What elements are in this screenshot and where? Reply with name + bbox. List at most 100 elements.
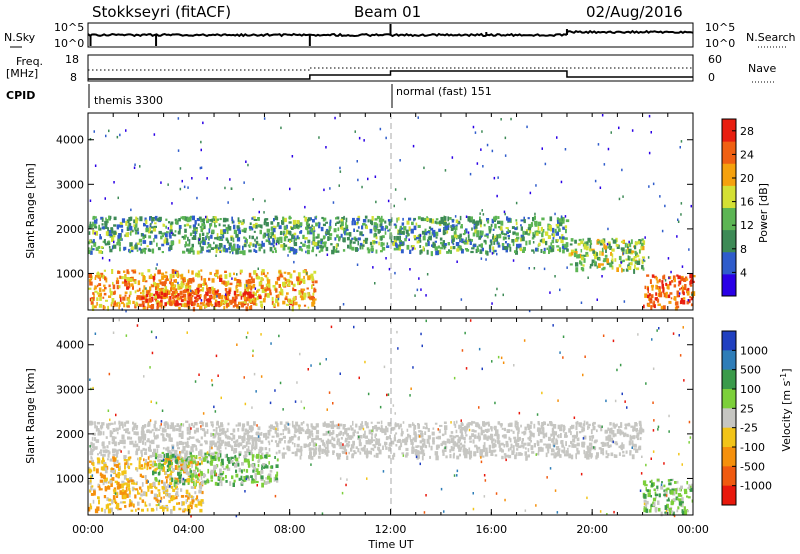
data-cell [278, 449, 281, 454]
data-cell [309, 442, 312, 446]
data-cell [238, 279, 242, 284]
data-cell [147, 438, 150, 443]
data-cell [158, 279, 162, 282]
data-cell [476, 435, 480, 439]
data-cell [593, 447, 596, 451]
data-cell [631, 250, 635, 253]
data-cell [660, 305, 664, 310]
data-cell [164, 506, 166, 510]
data-cell [510, 117, 512, 121]
data-cell [292, 287, 295, 292]
data-cell [533, 443, 536, 448]
data-cell [653, 488, 656, 491]
data-cell [270, 232, 274, 236]
data-cell [207, 298, 212, 302]
data-cell [256, 471, 261, 475]
data-cell [310, 217, 312, 221]
data-cell [222, 229, 227, 233]
data-cell [165, 476, 169, 479]
data-cell [637, 240, 641, 244]
data-cell [147, 429, 150, 433]
data-cell [261, 288, 265, 293]
data-cell [293, 443, 296, 448]
data-cell [634, 250, 637, 255]
data-cell [393, 236, 396, 240]
data-cell [213, 295, 216, 300]
data-cell [553, 449, 555, 453]
data-cell [560, 216, 563, 221]
data-cell [413, 218, 415, 222]
data-cell [602, 451, 605, 456]
data-cell [412, 144, 415, 148]
data-cell [220, 482, 223, 487]
data-cell [667, 294, 671, 299]
data-cell [650, 305, 653, 311]
data-cell [274, 456, 276, 459]
data-cell [153, 293, 155, 296]
data-cell [416, 451, 419, 456]
data-cell [262, 298, 266, 303]
data-cell [394, 434, 396, 439]
power-colorbar-label: Power [dB] [757, 183, 770, 243]
data-cell [291, 306, 294, 312]
data-cell [294, 289, 297, 292]
data-cell [424, 231, 428, 236]
data-cell [121, 489, 125, 492]
data-cell [218, 296, 220, 299]
data-cell [233, 457, 236, 460]
data-cell [97, 496, 100, 499]
data-cell [180, 495, 185, 498]
data-cell [101, 441, 105, 447]
data-cell [159, 289, 163, 294]
data-cell [514, 420, 518, 426]
data-cell [183, 461, 187, 466]
data-cell [576, 254, 580, 259]
data-cell [318, 438, 322, 441]
data-cell [639, 427, 643, 432]
data-cell [504, 455, 507, 459]
data-cell [153, 133, 156, 136]
data-cell [147, 301, 150, 307]
data-cell [265, 477, 267, 480]
data-cell [279, 273, 283, 278]
data-cell [375, 223, 379, 229]
data-cell [530, 222, 534, 227]
data-cell [313, 270, 317, 274]
data-cell [497, 440, 500, 445]
data-cell [149, 460, 152, 463]
data-cell [187, 482, 190, 485]
data-cell [427, 241, 430, 247]
data-cell [336, 221, 340, 224]
data-cell [180, 463, 183, 467]
data-cell [422, 443, 426, 446]
data-cell [679, 288, 681, 291]
data-cell [182, 278, 185, 283]
data-cell [350, 447, 353, 452]
data-cell [509, 446, 512, 451]
data-cell [575, 453, 577, 458]
data-cell [144, 448, 147, 452]
data-cell [159, 425, 162, 429]
data-cell [296, 276, 299, 282]
data-cell [296, 225, 300, 228]
data-cell [263, 117, 266, 120]
data-cell [187, 280, 190, 285]
data-cell [290, 247, 293, 251]
data-cell [601, 247, 604, 253]
data-cell [218, 477, 221, 480]
data-cell [155, 291, 159, 295]
data-cell [116, 135, 119, 139]
data-cell [606, 262, 609, 265]
data-cell [521, 431, 524, 434]
data-cell [200, 148, 202, 152]
data-cell [554, 431, 558, 436]
data-cell [485, 250, 488, 255]
data-cell [204, 456, 207, 462]
data-cell [356, 431, 359, 434]
data-cell [268, 442, 271, 446]
data-cell [581, 428, 584, 433]
data-cell [550, 247, 555, 252]
data-cell [234, 463, 238, 468]
data-cell [503, 427, 506, 432]
data-cell [251, 278, 255, 284]
